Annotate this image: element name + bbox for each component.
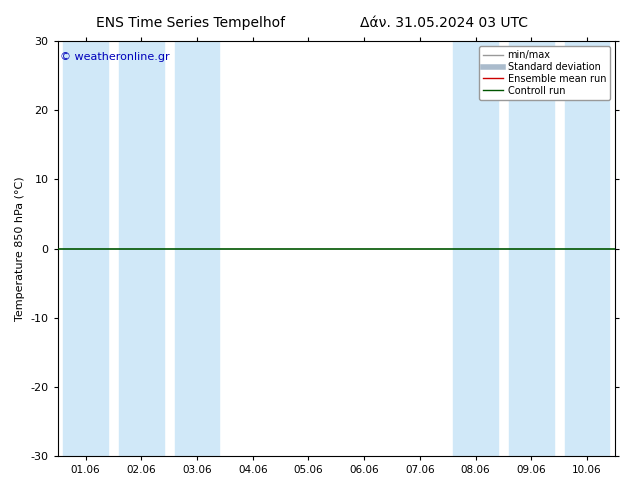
Bar <box>509 41 553 456</box>
Bar <box>453 41 498 456</box>
Legend: min/max, Standard deviation, Ensemble mean run, Controll run: min/max, Standard deviation, Ensemble me… <box>479 46 610 99</box>
Text: ENS Time Series Tempelhof: ENS Time Series Tempelhof <box>96 16 285 30</box>
Bar <box>119 41 164 456</box>
Text: Δάν. 31.05.2024 03 UTC: Δάν. 31.05.2024 03 UTC <box>360 16 527 30</box>
Text: © weatheronline.gr: © weatheronline.gr <box>60 51 170 62</box>
Y-axis label: Temperature 850 hPa (°C): Temperature 850 hPa (°C) <box>15 176 25 321</box>
Bar <box>175 41 219 456</box>
Bar <box>565 41 609 456</box>
Bar <box>63 41 108 456</box>
